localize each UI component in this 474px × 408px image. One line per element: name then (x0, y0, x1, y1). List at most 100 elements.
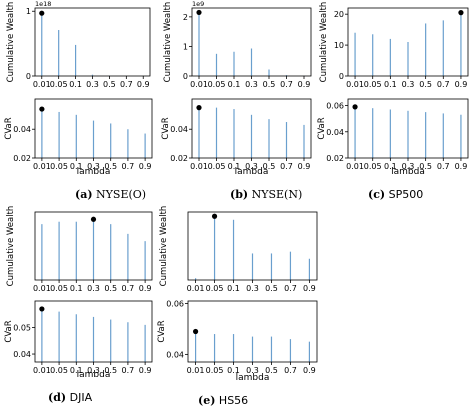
nyse_o-bottom-best-marker (39, 106, 45, 112)
caption-d: (d) DJIA (48, 391, 92, 404)
caption-b-letter: (b) (230, 188, 249, 201)
nyse_n-xlabel: lambda (235, 0, 269, 3)
nyse_o-xlabel: lambda (77, 167, 111, 177)
nyse_o-top-xtick-label: 0.01 (33, 80, 51, 89)
djia-top-xtick-label: 0.1 (70, 284, 83, 293)
caption-b: (b) NYSE(N) (230, 188, 302, 201)
sp500-bottom-best-marker (352, 104, 358, 110)
nyse_o-top-xtick-label: 0.3 (86, 80, 99, 89)
nyse_n-bottom-xtick-label: 0.05 (208, 162, 226, 171)
nyse_o-top-ytick-label: 0 (26, 72, 31, 81)
djia-bottom-best-marker (39, 306, 45, 312)
djia-bottom-xtick-label: 0.5 (104, 366, 117, 375)
djia-bottom-xtick-label: 0.01 (33, 366, 51, 375)
nyse_n-bottom-xtick-label: 0.1 (228, 162, 241, 171)
sp500-top-panel: 0 10 20 0.01 0.05 0.1 0.3 0.5 0.7 0.9 Cumulative W… (319, 0, 469, 89)
sp500-bottom-ytick-label: 0.04 (326, 128, 344, 137)
caption-d-name: DJIA (69, 391, 93, 404)
nyse_n-top-ytick-label: 1 (183, 42, 188, 51)
hs56-bottom-xtick-label: 0.7 (284, 366, 297, 375)
sp500-top-xtick-label: 0.9 (455, 80, 468, 89)
hs56-xlabel: lambda (236, 373, 270, 383)
hs56-top-best-marker (211, 213, 218, 219)
hs56-bottom-ytick-label: 0.06 (166, 300, 184, 309)
nyse_n-top-ylabel: Cumulative Wealth (163, 2, 173, 83)
hs56-bottom-xtick-label: 0.5 (265, 366, 278, 375)
sp500-top-ytick-label: 20 (334, 10, 344, 19)
nyse_n-top-best-marker (196, 9, 202, 16)
nyse_o-top-xtick-label: 0.05 (50, 80, 68, 89)
djia-bottom-xtick-label: 0.05 (50, 366, 68, 375)
djia-bottom-xtick-label: 0.3 (87, 366, 100, 375)
djia-bottom-xtick-label: 0.7 (122, 366, 135, 375)
nyse_n-top-xtick-label: 0.05 (208, 80, 226, 89)
nyse_o-bottom-xtick-label: 0.1 (70, 162, 83, 171)
nyse_o-top-best-marker (39, 10, 45, 16)
djia-bottom-ytick-label: 0.05 (13, 324, 31, 333)
nyse_n-top-exponent: 1e9 (192, 0, 204, 8)
nyse_n-top-xtick-label: 0.7 (280, 80, 293, 89)
djia-top-xtick-label: 0.3 (87, 284, 100, 293)
sp500-bottom-panel: 0.02 0.04 0.06 0.01 0.05 0.1 0.3 0.5 0.7 0.9 CVaR l… (317, 98, 469, 177)
nyse_n-top-panel: 0 1 2 0.01 0.05 0.1 0.3 0.5 0.7 0.9 1e9 Cumulative … (163, 0, 312, 89)
djia-xlabel: lambda (77, 370, 111, 380)
hs56-bottom-ytick-label: 0.04 (166, 350, 184, 359)
caption-b-name: NYSE(N) (251, 188, 303, 201)
hs56-bottom-best-marker (192, 328, 199, 335)
nyse_n-bottom-best-marker (196, 105, 202, 111)
hs56-bottom-xtick-label: 0.1 (227, 366, 240, 375)
hs56-bottom-ylabel: CVaR (157, 320, 167, 342)
nyse_n-bottom-xtick-label: 0.9 (298, 162, 311, 171)
djia-top-xtick-label: 0.7 (122, 284, 135, 293)
nyse_n-bottom-xtick-label: 0.7 (280, 162, 293, 171)
djia-bottom-ytick-label: 0.04 (13, 350, 31, 359)
nyse_n-top-ytick-label: 2 (183, 13, 188, 22)
nyse_n-bottom-xtick-label: 0.3 (245, 162, 258, 171)
nyse_n-bottom-ylabel: CVaR (161, 117, 171, 139)
sp500-bottom-xtick-label: 0.7 (437, 162, 450, 171)
sp500-top-ytick-label: 10 (334, 41, 344, 50)
caption-a-letter: (a) (75, 188, 93, 201)
djia-bottom-ylabel: CVaR (4, 320, 14, 342)
sp500-xlabel: lambda (391, 167, 425, 177)
djia-top-best-marker (90, 216, 97, 222)
nyse_o-top-frame (34, 7, 151, 77)
sp500-top-xtick-label: 0.01 (346, 80, 364, 89)
hs56-bottom-xtick-label: 0.3 (246, 366, 259, 375)
nyse_o-bottom-ytick-label: 0.04 (13, 125, 31, 134)
nyse_o-top-xtick-label: 0.1 (69, 80, 82, 89)
nyse_o-bottom-panel: 0.02 0.04 0.01 0.05 0.1 0.3 0.5 0.7 0.9 CVaR lambd… (4, 98, 153, 177)
nyse_o-top-exponent: 1e18 (35, 0, 51, 8)
nyse_n-top-xtick-label: 0.3 (245, 80, 258, 89)
hs56-bottom-xtick-label: 0.01 (187, 366, 205, 375)
hs56-top-xtick-label: 0.5 (265, 284, 278, 293)
nyse_o-top-ylabel: Cumulative Wealth (6, 2, 16, 83)
nyse_n-bottom-panel: 0.02 0.04 0.01 0.05 0.1 0.3 0.5 0.7 0.9 CVaR lambd… (161, 98, 312, 177)
djia-top-xtick-label: 0.5 (104, 284, 117, 293)
nyse_o-xlabel: lambda (76, 0, 110, 3)
sp500-bottom-xtick-label: 0.5 (419, 162, 432, 171)
nyse_o-top-ytick-label: 1 (26, 7, 31, 16)
sp500-bottom-xtick-label: 0.01 (346, 162, 364, 171)
sp500-top-ytick-label: 0 (339, 72, 344, 81)
sp500-bottom-ytick-label: 0.02 (326, 154, 344, 163)
nyse_o-bottom-xtick-label: 0.01 (33, 162, 51, 171)
nyse_n-bottom-xtick-label: 0.01 (190, 162, 208, 171)
djia-top-xtick-label: 0.05 (50, 284, 68, 293)
nyse_o-bottom-xtick-label: 0.7 (122, 162, 135, 171)
hs56-top-xtick-label: 0.1 (227, 284, 240, 293)
nyse_n-bottom-ytick-label: 0.02 (170, 154, 188, 163)
sp500-bottom-ylabel: CVaR (317, 117, 327, 139)
hs56-top-xtick-label: 0.01 (187, 284, 205, 293)
nyse_o-bottom-xtick-label: 0.05 (50, 162, 68, 171)
caption-c: (c) SP500 (368, 188, 423, 201)
djia-top-xtick-label: 0.01 (33, 284, 51, 293)
nyse_n-top-xtick-label: 0.9 (298, 80, 311, 89)
nyse_o-top-panel: 0 1 0.01 0.05 0.1 0.3 0.5 0.7 0.9 1e18 Cumulative … (6, 0, 151, 89)
hs56-bottom-xtick-label: 0.05 (206, 366, 224, 375)
caption-e-letter: (e) (198, 394, 216, 407)
nyse_o-top-xtick-label: 0.9 (137, 80, 150, 89)
hs56-top-xtick-label: 0.3 (246, 284, 259, 293)
sp500-bottom-xtick-label: 0.1 (384, 162, 397, 171)
